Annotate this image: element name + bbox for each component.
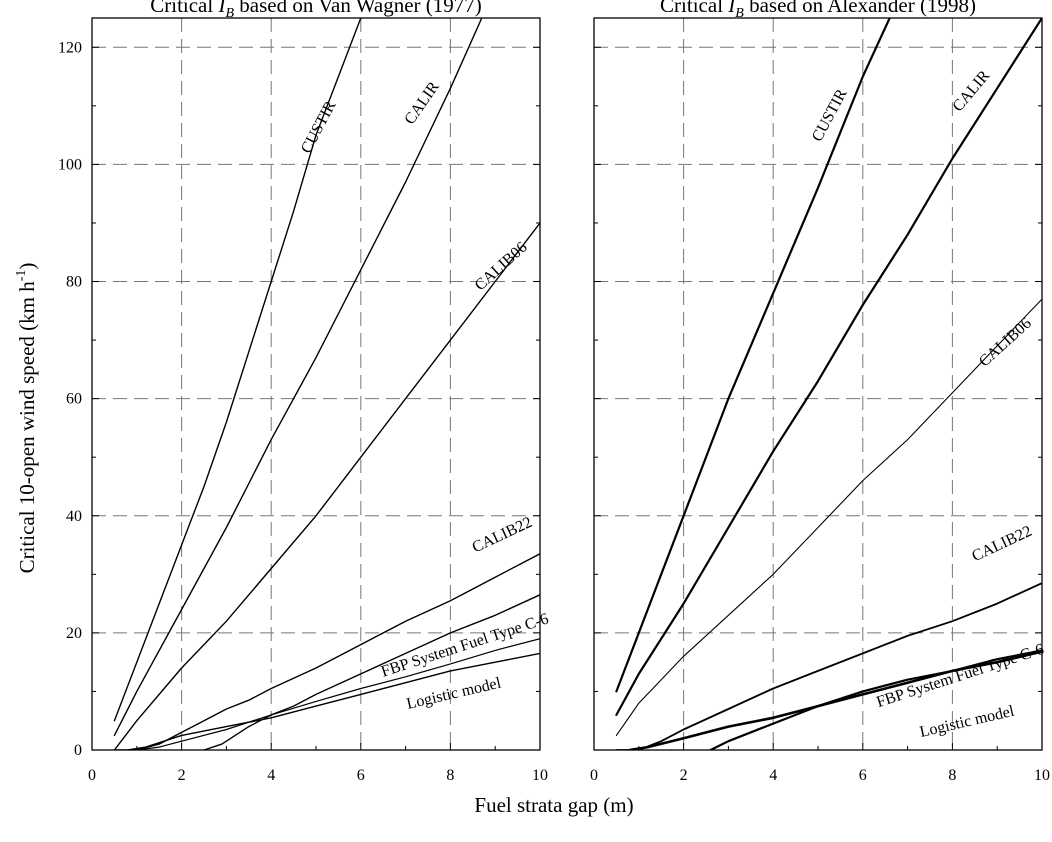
series-line-custir	[615, 18, 891, 693]
series-line-logistic-model	[628, 650, 1042, 750]
panel-title-prefix: Critical	[660, 0, 728, 17]
y-tick-label: 60	[66, 391, 82, 408]
x-axis-title: Fuel strata gap (m)	[474, 793, 633, 817]
series-label-calir: CALIR	[949, 67, 993, 115]
series-line-calib06	[615, 298, 1042, 736]
series-line-custir	[113, 18, 362, 722]
series-line-calir	[615, 18, 1042, 716]
series-label-custir: CUSTIR	[298, 98, 340, 157]
y-tick-label: 0	[74, 742, 82, 759]
panel-title: Critical IB based on Van Wagner (1977)	[150, 0, 482, 21]
x-tick-label: 10	[1034, 767, 1050, 784]
x-tick-label: 2	[680, 767, 688, 784]
series-label-calir: CALIR	[401, 78, 443, 127]
series-label-logistic-model: Logistic model	[405, 675, 503, 713]
x-tick-label: 0	[590, 767, 598, 784]
series-line-logistic-model	[127, 652, 540, 750]
series-line-fbp-system-fuel-type-c-6	[113, 553, 540, 750]
panel-title-suffix: based on Alexander (1998)	[744, 0, 976, 17]
series-label-fbp-system-fuel-type-c-6: FBP System Fuel Type C-6	[874, 641, 1046, 711]
panel-alexander: 0 2 4 6 8 10 CUSTIR CALIR CALIB06 CALIB22 FBP Syst…	[590, 0, 1050, 784]
series-line-calib06	[113, 222, 540, 750]
x-tick-label: 6	[859, 767, 867, 784]
panel-title-subscript: B	[225, 6, 234, 21]
series-label-logistic-model: Logistic model	[918, 703, 1016, 741]
panel-title-suffix: based on Van Wagner (1977)	[234, 0, 482, 17]
series-label-calib06: CALIB06	[976, 315, 1035, 370]
x-tick-label: 2	[178, 767, 186, 784]
y-tick-label: 40	[66, 508, 82, 525]
y-tick-label: 80	[66, 274, 82, 291]
series-line-calir	[113, 18, 483, 737]
series-label-calib06: CALIB06	[472, 239, 531, 294]
series-line-calib22	[709, 649, 1042, 750]
y-axis-title: Critical 10-open wind speed (km h-1)	[14, 263, 39, 574]
y-axis-title-superscript: -1	[14, 270, 29, 282]
panel-title-subscript: B	[735, 6, 744, 21]
panel-title-variable: I	[217, 0, 226, 17]
series-label-calib22: CALIB22	[969, 523, 1034, 565]
y-tick-label: 120	[58, 39, 82, 56]
panel-title: Critical IB based on Alexander (1998)	[660, 0, 976, 21]
x-tick-label: 4	[267, 767, 275, 784]
series-group	[113, 18, 540, 750]
series-line-unlabeled	[136, 638, 540, 750]
series-group	[615, 18, 1042, 750]
series-line-calib22	[203, 594, 540, 750]
x-tick-label: 4	[769, 767, 777, 784]
y-tick-label: 100	[58, 156, 82, 173]
x-tick-label: 8	[948, 767, 956, 784]
x-tick-label: 6	[357, 767, 365, 784]
x-tick-label: 0	[88, 767, 96, 784]
series-line-fbp-system-fuel-type-c-6	[615, 582, 1042, 750]
panel-title-variable: I	[727, 0, 736, 17]
panel-title-prefix: Critical	[150, 0, 218, 17]
x-tick-label: 10	[532, 767, 548, 784]
series-label-calib22: CALIB22	[470, 514, 535, 556]
y-tick-label: 20	[66, 625, 82, 642]
series-label-custir: CUSTIR	[809, 86, 851, 145]
x-tick-label: 8	[446, 767, 454, 784]
y-axis-title-close: )	[15, 263, 39, 270]
